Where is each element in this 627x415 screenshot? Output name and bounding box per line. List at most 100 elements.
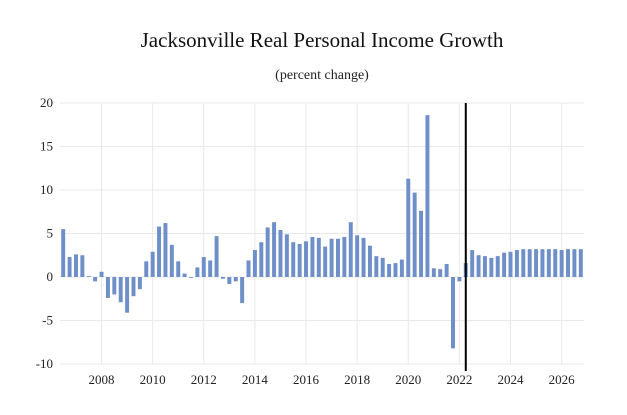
x-axis-ticks: 2008 2010 2012 2014 2016 2018 2020 2022 2024 2026 bbox=[89, 372, 576, 387]
data-bar bbox=[559, 250, 564, 277]
data-bar bbox=[278, 230, 283, 277]
data-bar bbox=[540, 249, 545, 277]
data-bar bbox=[534, 249, 539, 277]
data-bar bbox=[144, 261, 149, 277]
data-bar bbox=[93, 277, 98, 282]
x-tick-label: 2010 bbox=[140, 372, 166, 387]
data-bar bbox=[214, 236, 219, 277]
y-tick-label: -5 bbox=[42, 313, 53, 328]
data-bar bbox=[240, 277, 245, 304]
data-bar bbox=[233, 277, 238, 282]
data-bar bbox=[220, 277, 225, 279]
data-bar bbox=[105, 277, 110, 298]
data-bar bbox=[482, 256, 487, 277]
data-bar bbox=[73, 254, 78, 277]
data-bar bbox=[80, 255, 85, 277]
data-bar bbox=[546, 249, 551, 277]
data-bar bbox=[304, 241, 308, 277]
data-bar bbox=[310, 236, 315, 277]
y-tick-label: 5 bbox=[47, 226, 54, 241]
data-bar bbox=[451, 277, 455, 349]
data-bar bbox=[502, 252, 507, 277]
data-bar bbox=[514, 250, 519, 277]
data-bar bbox=[208, 260, 213, 277]
x-tick-label: 2014 bbox=[242, 372, 269, 387]
data-bar bbox=[476, 255, 481, 277]
data-bar bbox=[489, 257, 494, 277]
data-bar bbox=[201, 256, 206, 277]
data-bar bbox=[342, 236, 347, 277]
data-bar bbox=[566, 249, 570, 277]
data-bar bbox=[431, 268, 436, 277]
bars bbox=[61, 115, 583, 349]
data-bar bbox=[189, 277, 193, 278]
data-bar bbox=[150, 251, 155, 277]
data-bar bbox=[457, 277, 462, 282]
y-tick-label: 10 bbox=[40, 182, 53, 197]
data-bar bbox=[157, 226, 162, 277]
data-bar bbox=[169, 244, 174, 277]
data-bar bbox=[380, 257, 385, 277]
data-bar bbox=[284, 234, 289, 277]
data-bar bbox=[553, 249, 558, 277]
y-axis-ticks: 20 15 10 5 0 -5 -10 bbox=[36, 95, 53, 371]
y-tick-label: 15 bbox=[40, 139, 53, 154]
chart-title: Jacksonville Real Personal Income Growth bbox=[141, 28, 504, 52]
grid-lines bbox=[60, 102, 584, 365]
data-bar bbox=[252, 250, 257, 277]
x-tick-label: 2022 bbox=[446, 372, 472, 387]
data-bar bbox=[259, 242, 264, 277]
data-bar bbox=[348, 222, 353, 277]
data-bar bbox=[521, 249, 526, 277]
data-bar bbox=[355, 235, 360, 277]
x-tick-label: 2016 bbox=[293, 372, 320, 387]
data-bar bbox=[470, 250, 475, 277]
data-bar bbox=[246, 260, 251, 277]
data-bar bbox=[265, 227, 270, 277]
x-tick-label: 2012 bbox=[191, 372, 217, 387]
data-bar bbox=[272, 222, 277, 277]
data-bar bbox=[163, 223, 168, 277]
data-bar bbox=[195, 267, 200, 277]
data-bar bbox=[182, 273, 187, 277]
data-bar bbox=[112, 277, 117, 295]
y-tick-label: 20 bbox=[40, 95, 53, 110]
data-bar bbox=[137, 277, 142, 290]
data-bar bbox=[291, 242, 296, 277]
data-bar bbox=[367, 245, 372, 277]
data-bar bbox=[131, 277, 136, 297]
data-bar bbox=[406, 178, 411, 277]
data-bar bbox=[508, 251, 513, 277]
data-bar bbox=[438, 269, 443, 277]
data-bar bbox=[387, 263, 392, 277]
data-bar bbox=[361, 237, 366, 277]
data-bar bbox=[316, 237, 321, 277]
x-tick-label: 2008 bbox=[89, 372, 115, 387]
y-tick-label: 0 bbox=[47, 269, 54, 284]
y-tick-label: -10 bbox=[36, 356, 53, 371]
x-tick-label: 2026 bbox=[549, 372, 576, 387]
data-bar bbox=[227, 277, 232, 284]
data-bar bbox=[335, 238, 340, 277]
data-bar bbox=[419, 210, 424, 277]
data-bar bbox=[86, 276, 91, 277]
chart-subtitle: (percent change) bbox=[275, 68, 369, 83]
data-bar bbox=[527, 249, 532, 277]
data-bar bbox=[425, 115, 430, 278]
data-bar bbox=[323, 246, 328, 277]
x-tick-label: 2020 bbox=[395, 372, 421, 387]
data-bar bbox=[393, 263, 398, 277]
data-bar bbox=[61, 229, 66, 277]
data-bar bbox=[495, 256, 500, 277]
data-bar bbox=[374, 256, 379, 277]
data-bar bbox=[578, 249, 583, 277]
data-bar bbox=[176, 261, 181, 277]
data-bar bbox=[67, 256, 72, 277]
data-bar bbox=[399, 259, 404, 277]
data-bar bbox=[329, 238, 334, 277]
data-bar bbox=[297, 243, 302, 277]
x-tick-label: 2018 bbox=[344, 372, 370, 387]
data-bar bbox=[444, 263, 449, 277]
data-bar bbox=[572, 249, 577, 277]
